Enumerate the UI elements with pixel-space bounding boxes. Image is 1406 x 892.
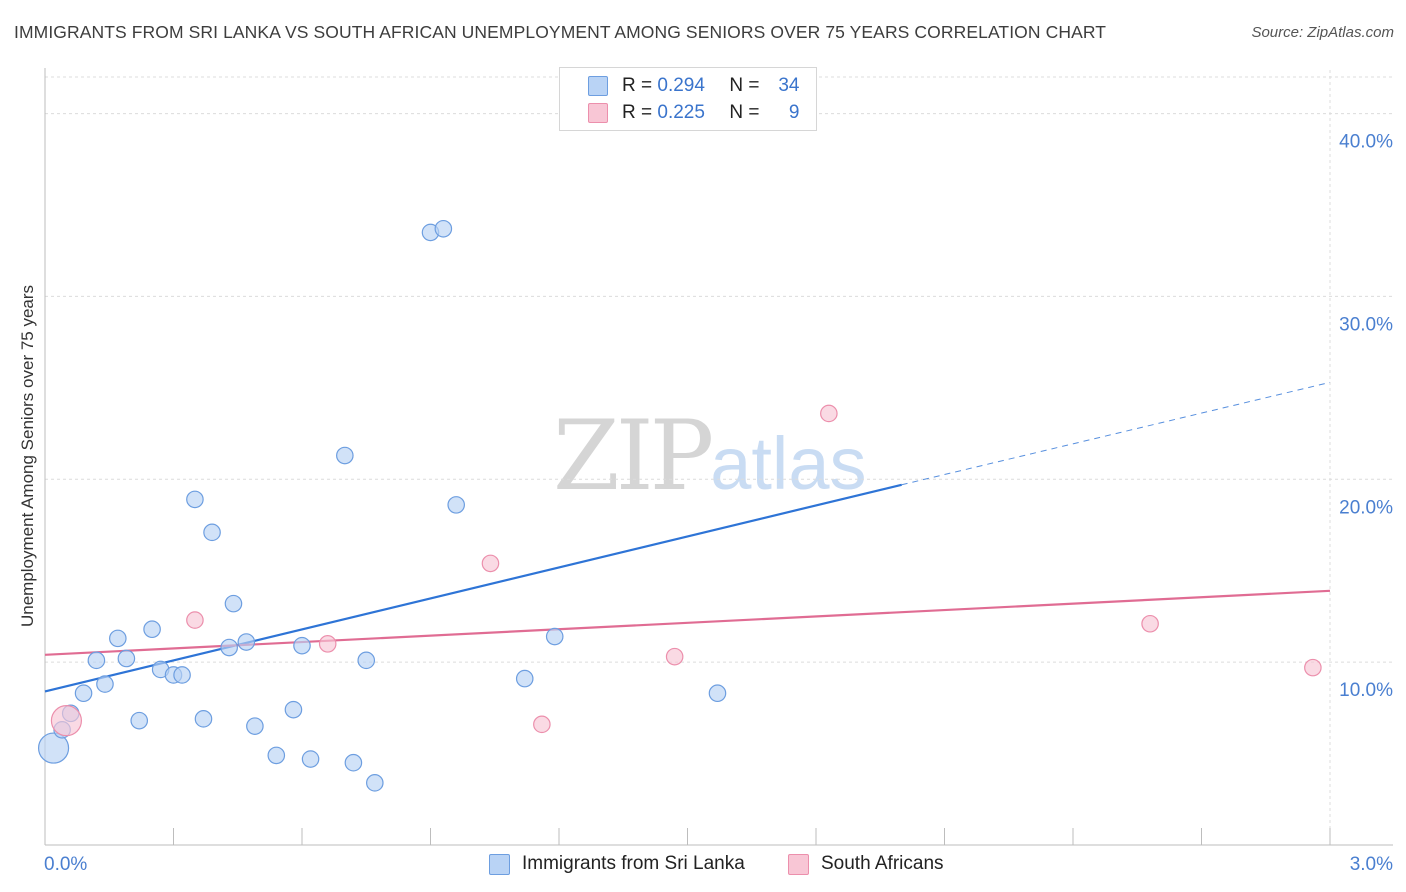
bottom-legend-label: South Africans — [821, 853, 944, 874]
bottom-legend-south-africans: South Africans — [788, 852, 944, 876]
trend-line-sri-lanka — [44, 483, 902, 693]
point-south-africans — [1141, 614, 1159, 633]
point-sri-lanka — [109, 629, 127, 648]
y-tick-label: 10.0% — [1339, 680, 1393, 701]
legend-n-label: N = — [729, 75, 760, 96]
point-sri-lanka — [545, 627, 564, 646]
watermark: ZIPatlas — [553, 400, 867, 512]
point-south-africans — [820, 404, 838, 423]
point-sri-lanka — [224, 594, 243, 613]
point-sri-lanka — [344, 753, 363, 772]
legend-r-value: 0.225 — [657, 102, 705, 123]
legend-row-sri-lanka: R = 0.294 N = 34 — [588, 74, 800, 98]
point-sri-lanka — [708, 684, 727, 703]
watermark-atlas: atlas — [710, 422, 867, 505]
watermark-zip: ZIP — [553, 400, 714, 512]
point-sri-lanka — [366, 774, 384, 792]
legend-n-value: 34 — [778, 75, 800, 96]
point-sri-lanka — [293, 636, 311, 655]
chart-title: IMMIGRANTS FROM SRI LANKA VS SOUTH AFRIC… — [14, 22, 1107, 42]
trend-lines — [44, 381, 1331, 693]
point-sri-lanka — [203, 523, 221, 542]
point-sri-lanka — [434, 219, 453, 238]
legend-n-value: 9 — [788, 102, 800, 123]
point-south-africans — [533, 715, 551, 734]
legend-r-value: 0.294 — [657, 75, 705, 96]
bottom-legend-swatch-sri-lanka — [489, 853, 510, 875]
point-sri-lanka — [74, 684, 93, 703]
point-sri-lanka — [37, 732, 70, 764]
bottom-legend-sri-lanka: Immigrants from Sri Lanka — [489, 852, 745, 876]
legend-box: R = 0.294 N = 34 R = 0.225 N = 9 — [559, 67, 817, 131]
point-south-africans — [665, 647, 684, 666]
x-tick-label: 3.0% — [1350, 854, 1393, 875]
point-sri-lanka — [515, 669, 534, 688]
bottom-legend-swatch-south-africans — [788, 853, 809, 875]
point-sri-lanka — [301, 750, 320, 768]
legend-n-label: N = — [729, 102, 760, 123]
axes — [44, 68, 1393, 846]
point-sri-lanka — [96, 675, 114, 693]
trend-line-sri-lanka-extension — [901, 381, 1331, 486]
y-tick-label: 40.0% — [1339, 132, 1393, 153]
point-sri-lanka — [284, 700, 303, 719]
legend-swatch-sri-lanka — [588, 76, 608, 96]
legend-swatch-south-africans — [588, 103, 608, 123]
source-label: Source: ZipAtlas.com — [1251, 24, 1394, 41]
point-sri-lanka — [194, 710, 213, 728]
data-points — [37, 219, 1322, 792]
x-tick-label: 0.0% — [44, 854, 87, 875]
point-south-africans — [1304, 658, 1322, 677]
point-sri-lanka — [173, 666, 191, 684]
y-tick-label: 30.0% — [1339, 314, 1393, 335]
point-sri-lanka — [117, 649, 136, 668]
point-sri-lanka — [130, 711, 149, 730]
point-sri-lanka — [186, 490, 204, 509]
point-sri-lanka — [237, 633, 256, 651]
point-sri-lanka — [143, 620, 161, 639]
point-sri-lanka — [357, 651, 376, 670]
trend-line-south-africans — [44, 589, 1331, 656]
point-south-africans — [481, 554, 500, 573]
y-tick-label: 20.0% — [1339, 497, 1393, 518]
point-south-africans — [186, 611, 204, 629]
point-sri-lanka — [246, 717, 264, 735]
point-south-africans — [50, 705, 83, 737]
point-sri-lanka — [220, 638, 238, 657]
point-sri-lanka — [447, 496, 465, 514]
legend-r-label: R = — [622, 102, 653, 123]
bottom-legend-label: Immigrants from Sri Lanka — [522, 853, 745, 874]
tick-labels: 10.0% 20.0% 30.0% 40.0% 0.0% 3.0% — [44, 132, 1393, 875]
legend-row-south-africans: R = 0.225 N = 9 — [588, 101, 800, 125]
point-sri-lanka — [87, 651, 106, 670]
point-south-africans — [318, 635, 337, 653]
point-sri-lanka — [336, 446, 354, 465]
point-sri-lanka — [267, 746, 286, 765]
legend-r-label: R = — [622, 75, 653, 96]
